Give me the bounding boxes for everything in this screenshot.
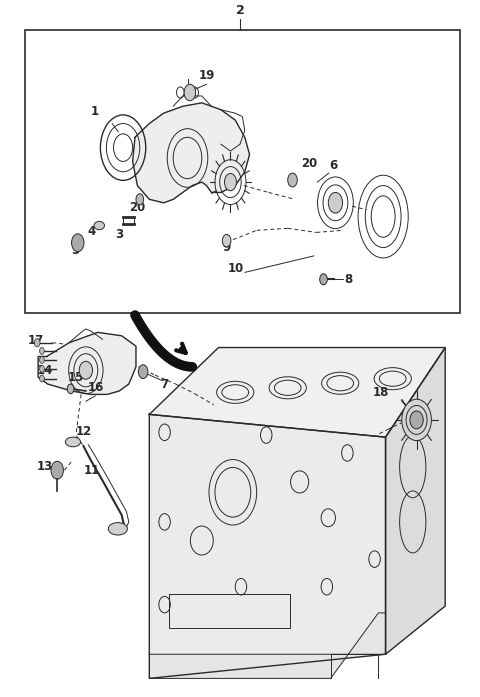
Text: 14: 14	[36, 364, 53, 377]
Circle shape	[39, 375, 44, 382]
Circle shape	[288, 173, 297, 187]
Text: 1: 1	[90, 105, 98, 118]
Ellipse shape	[402, 399, 432, 441]
Circle shape	[136, 194, 144, 205]
Text: 2: 2	[236, 3, 244, 17]
Ellipse shape	[79, 361, 93, 379]
Circle shape	[184, 84, 196, 101]
Text: 20: 20	[301, 158, 317, 170]
Text: 13: 13	[36, 460, 52, 473]
Polygon shape	[132, 103, 250, 203]
Polygon shape	[149, 415, 385, 678]
Text: 19: 19	[198, 69, 215, 82]
Circle shape	[39, 348, 44, 354]
Polygon shape	[149, 613, 385, 678]
Text: 17: 17	[28, 334, 44, 347]
Text: 7: 7	[160, 378, 168, 390]
Text: 5: 5	[71, 244, 80, 257]
Polygon shape	[38, 332, 136, 395]
Ellipse shape	[328, 192, 343, 213]
Ellipse shape	[410, 411, 423, 429]
Circle shape	[222, 234, 231, 247]
Ellipse shape	[65, 437, 81, 447]
Polygon shape	[385, 348, 445, 654]
Text: 9: 9	[223, 241, 231, 254]
Text: 6: 6	[329, 159, 337, 171]
Polygon shape	[149, 348, 445, 437]
Circle shape	[39, 356, 44, 363]
Text: 8: 8	[344, 273, 352, 286]
Ellipse shape	[225, 174, 237, 191]
Ellipse shape	[108, 523, 127, 535]
Text: 16: 16	[87, 381, 104, 395]
Text: 4: 4	[87, 225, 95, 238]
Circle shape	[34, 339, 40, 347]
Text: 10: 10	[228, 262, 244, 275]
Text: 15: 15	[68, 371, 84, 384]
Text: 18: 18	[373, 386, 389, 399]
Text: 12: 12	[75, 425, 92, 438]
Circle shape	[72, 233, 84, 252]
Circle shape	[67, 384, 74, 394]
Text: 3: 3	[116, 228, 124, 240]
Ellipse shape	[94, 222, 105, 230]
Circle shape	[51, 461, 63, 479]
Text: 20: 20	[129, 201, 145, 215]
Circle shape	[320, 274, 327, 285]
Circle shape	[39, 365, 44, 372]
Text: 11: 11	[84, 464, 100, 477]
Circle shape	[138, 365, 148, 378]
FancyBboxPatch shape	[25, 31, 459, 313]
